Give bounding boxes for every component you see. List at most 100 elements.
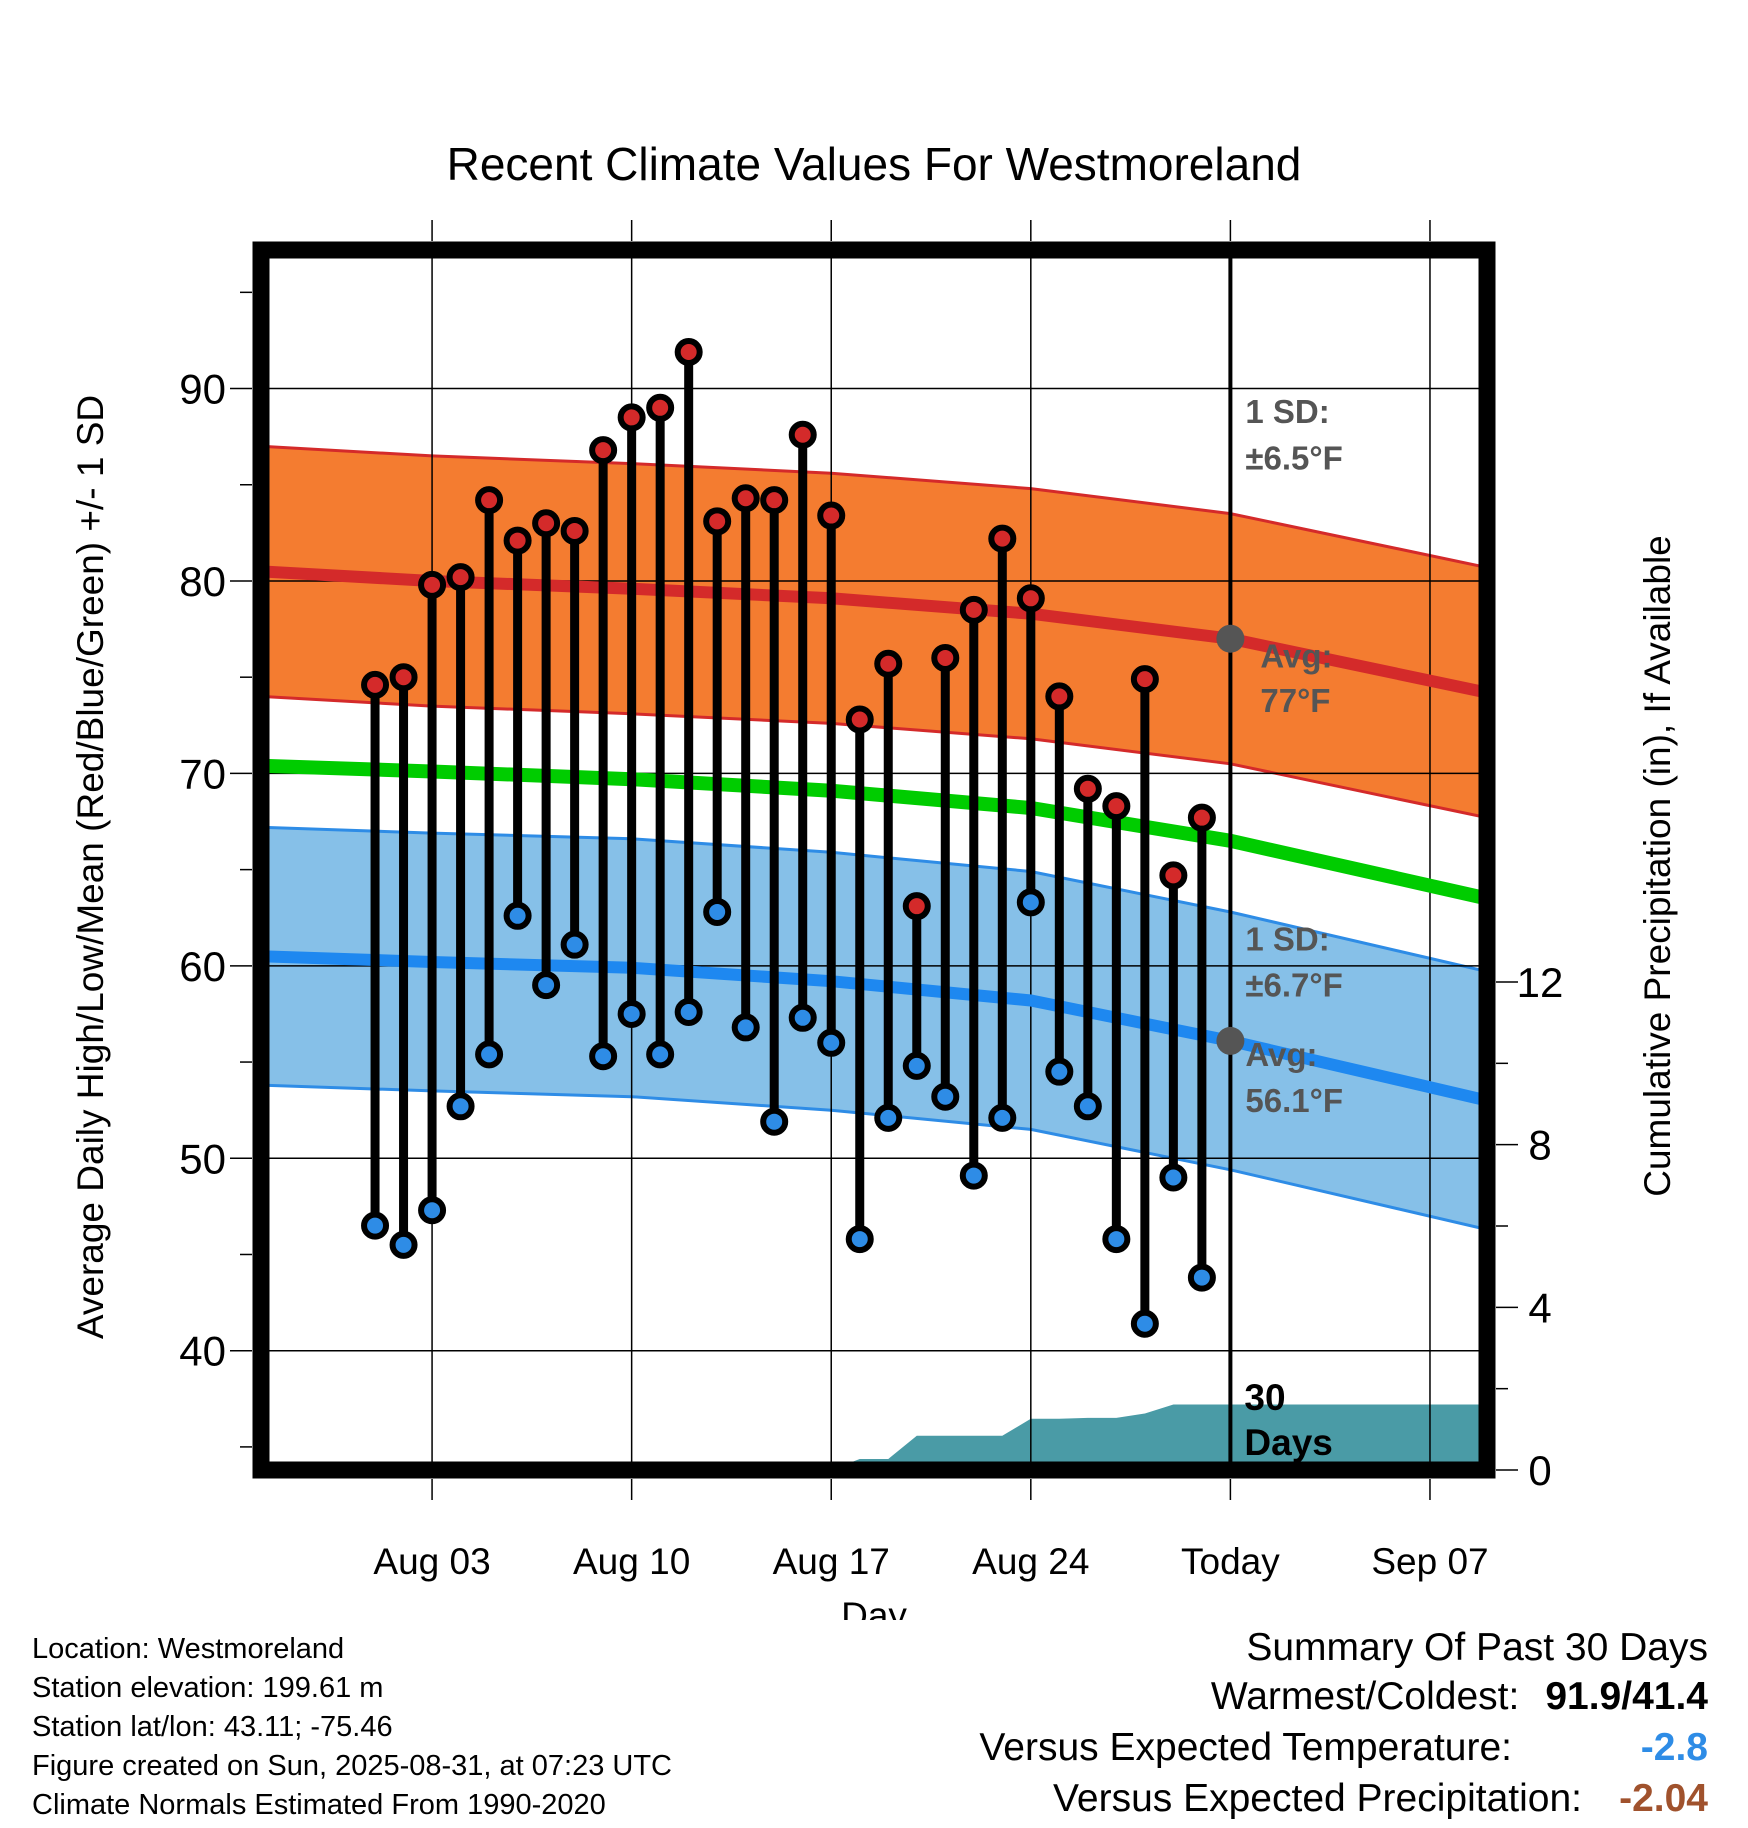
low-point (418, 1196, 447, 1225)
x-tick-label: Today (1181, 1541, 1280, 1582)
low-point (760, 1107, 789, 1136)
high-point (1073, 774, 1102, 803)
low-point (646, 1040, 675, 1069)
high-point (1016, 584, 1045, 613)
low-point (788, 1003, 817, 1032)
low-point (560, 930, 589, 959)
x-tick-label: Aug 24 (972, 1541, 1089, 1582)
low-point (361, 1211, 390, 1240)
plot-frame (252, 241, 1496, 1479)
plot-area (261, 250, 1487, 1470)
low-point (845, 1225, 874, 1254)
low-point (1073, 1092, 1102, 1121)
y-tick-label: 90 (179, 366, 226, 413)
chart-title: Recent Climate Values For Westmoreland (447, 138, 1302, 190)
y2-tick-label: 0 (1528, 1447, 1551, 1494)
temp-label: Versus Expected Temperature: (979, 1726, 1512, 1769)
high-point (617, 403, 646, 432)
high-point (1045, 682, 1074, 711)
y-tick-label: 60 (179, 943, 226, 990)
low-point (874, 1103, 903, 1132)
low-point (902, 1051, 931, 1080)
low-point (589, 1042, 618, 1071)
low-point (1045, 1057, 1074, 1086)
y2-tick-label: 4 (1528, 1284, 1551, 1331)
high-point (703, 507, 732, 536)
temp-row: Versus Expected Temperature: -2.8 (808, 1722, 1708, 1773)
x-axis-label: Day (841, 1595, 907, 1620)
y-tick-label: 40 (179, 1328, 226, 1375)
high-avg-marker (1216, 624, 1245, 653)
y-tick-label: 80 (179, 558, 226, 605)
low-sd-value: ±6.7°F (1245, 967, 1342, 1004)
low-point (1187, 1263, 1216, 1292)
y-tick-label: 50 (179, 1135, 226, 1182)
low-point (475, 1040, 504, 1069)
high-point (589, 436, 618, 465)
high-avg-value: 77°F (1260, 682, 1330, 719)
warm-cold-value: 91.9/41.4 (1545, 1675, 1708, 1718)
precip-row: Versus Expected Precipitation: -2.04 (808, 1773, 1708, 1824)
low-point (703, 897, 732, 926)
high-sd-value: ±6.5°F (1245, 439, 1342, 476)
high-point (788, 420, 817, 449)
summary-title: Summary Of Past 30 Days (1246, 1626, 1708, 1669)
low-point (503, 901, 532, 930)
high-sd-band (261, 446, 1487, 818)
high-point (760, 486, 789, 515)
low-point (532, 971, 561, 1000)
high-point (959, 595, 988, 624)
plot-overlay: 1 SD: ±6.5°F Avg: 77°F 1 SD: ±6.7°F Avg: 56.1°F… (361, 250, 1343, 1470)
station-info: Location: Westmoreland Station elevation… (32, 1630, 672, 1825)
low-point (446, 1092, 475, 1121)
low-sd-label: 1 SD: (1245, 920, 1329, 957)
high-point (560, 516, 589, 545)
high-point (418, 570, 447, 599)
axes: 40 50 60 70 80 90 0 4 8 12 Aug 03 Aug 10 Aug 17 Aug 2… (179, 220, 1563, 1582)
y2-tick-label: 8 (1528, 1122, 1551, 1169)
low-avg-value: 56.1°F (1245, 1082, 1343, 1119)
high-point (1102, 792, 1131, 821)
low-sd-band (261, 827, 1487, 1230)
high-point (845, 705, 874, 734)
high-point (503, 526, 532, 555)
precip-value: -2.04 (1619, 1777, 1708, 1820)
high-point (646, 393, 675, 422)
latlon-text: Station lat/lon: 43.11; -75.46 (32, 1711, 393, 1743)
elevation-text: Station elevation: 199.61 m (32, 1672, 384, 1704)
high-point (988, 524, 1017, 553)
normals-text: Climate Normals Estimated From 1990-2020 (32, 1789, 606, 1821)
high-point (1130, 665, 1159, 694)
high-point (532, 509, 561, 538)
high-point (674, 337, 703, 366)
high-point (389, 663, 418, 692)
high-sd-label: 1 SD: (1245, 393, 1329, 430)
low-point (389, 1230, 418, 1259)
temp-value: -2.8 (1640, 1726, 1708, 1769)
warm-cold-label: Warmest/Coldest: (1210, 1675, 1520, 1718)
x-tick-label: Sep 07 (1371, 1541, 1488, 1582)
low-point (1016, 888, 1045, 917)
x-tick-label: Aug 03 (373, 1541, 490, 1582)
low-point (931, 1082, 960, 1111)
warm-cold-row: Warmest/Coldest: 91.9/41.4 (808, 1671, 1708, 1722)
high-point (902, 892, 931, 921)
low-point (959, 1161, 988, 1190)
high-point (931, 643, 960, 672)
low-avg-label: Avg: (1245, 1036, 1317, 1073)
high-point (361, 670, 390, 699)
high-point (874, 649, 903, 678)
x-tick-label: Aug 10 (573, 1541, 690, 1582)
x-tick-label: Aug 17 (773, 1541, 890, 1582)
y-axis-label: Average Daily High/Low/Mean (Red/Blue/Gr… (70, 395, 111, 1339)
window-label-unit: Days (1244, 1422, 1332, 1463)
low-point (674, 998, 703, 1027)
high-point (1187, 803, 1216, 832)
low-point (1130, 1309, 1159, 1338)
window-label-count: 30 (1244, 1377, 1285, 1418)
low-point (1102, 1225, 1131, 1254)
y2-tick-label: 12 (1517, 959, 1564, 1006)
precip-area (774, 1404, 1487, 1470)
low-point (617, 999, 646, 1028)
summary-panel: Summary Of Past 30 Days Warmest/Coldest:… (808, 1625, 1708, 1824)
